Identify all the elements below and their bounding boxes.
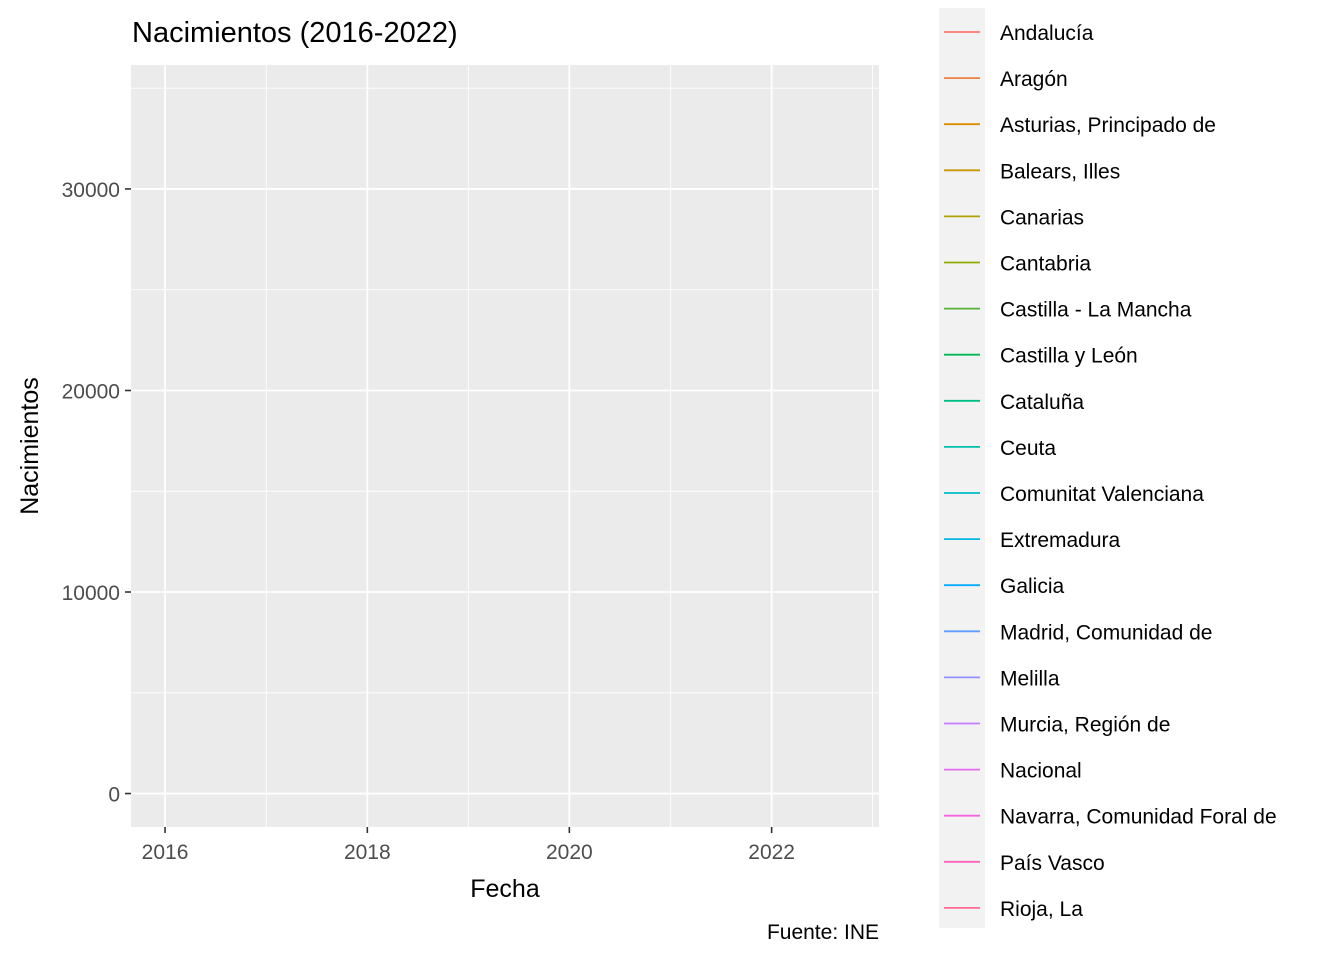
legend-label: Castilla - La Mancha [1000, 299, 1192, 322]
legend-label: Aragón [1000, 68, 1068, 91]
legend-label: Galicia [1000, 575, 1065, 598]
legend-label: Nacional [1000, 760, 1082, 783]
x-axis: 2016 2018 2020 2022 [142, 827, 795, 864]
chart-caption: Fuente: INE [767, 921, 879, 944]
x-axis-label: Fecha [470, 875, 540, 903]
legend-label: País Vasco [1000, 852, 1105, 875]
y-tick-label: 30000 [62, 179, 120, 202]
legend-label: Extremadura [1000, 529, 1121, 552]
y-axis-label: Nacimientos [16, 377, 44, 515]
legend-label: Castilla y León [1000, 345, 1138, 368]
y-tick-label: 0 [108, 784, 120, 807]
legend-label: Melilla [1000, 667, 1060, 690]
legend-label: Cantabria [1000, 253, 1091, 276]
legend-label: Canarias [1000, 206, 1084, 229]
legend-label: Comunitat Valenciana [1000, 483, 1204, 506]
plot-panel [131, 65, 879, 827]
y-axis: 0 10000 20000 30000 [62, 179, 131, 807]
legend: Andalucía Aragón Asturias, Principado de Ba… [944, 22, 1277, 921]
x-tick-label: 2016 [142, 841, 189, 864]
legend-label: Rioja, La [1000, 898, 1083, 921]
grid-minor [131, 65, 879, 827]
grid-major [131, 65, 879, 827]
legend-label: Asturias, Principado de [1000, 114, 1216, 137]
chart-title: Nacimientos (2016-2022) [132, 17, 458, 49]
legend-label: Navarra, Comunidad Foral de [1000, 806, 1277, 829]
legend-label: Balears, Illes [1000, 160, 1120, 183]
legend-label: Ceuta [1000, 437, 1056, 460]
legend-label: Cataluña [1000, 391, 1084, 414]
legend-label: Madrid, Comunidad de [1000, 621, 1212, 644]
x-tick-label: 2018 [344, 841, 391, 864]
y-tick-label: 10000 [62, 582, 120, 605]
legend-label: Andalucía [1000, 22, 1094, 45]
legend-key-background [939, 8, 985, 928]
x-tick-label: 2022 [748, 841, 795, 864]
legend-label: Murcia, Región de [1000, 714, 1170, 737]
y-tick-label: 20000 [62, 380, 120, 403]
x-tick-label: 2020 [546, 841, 593, 864]
